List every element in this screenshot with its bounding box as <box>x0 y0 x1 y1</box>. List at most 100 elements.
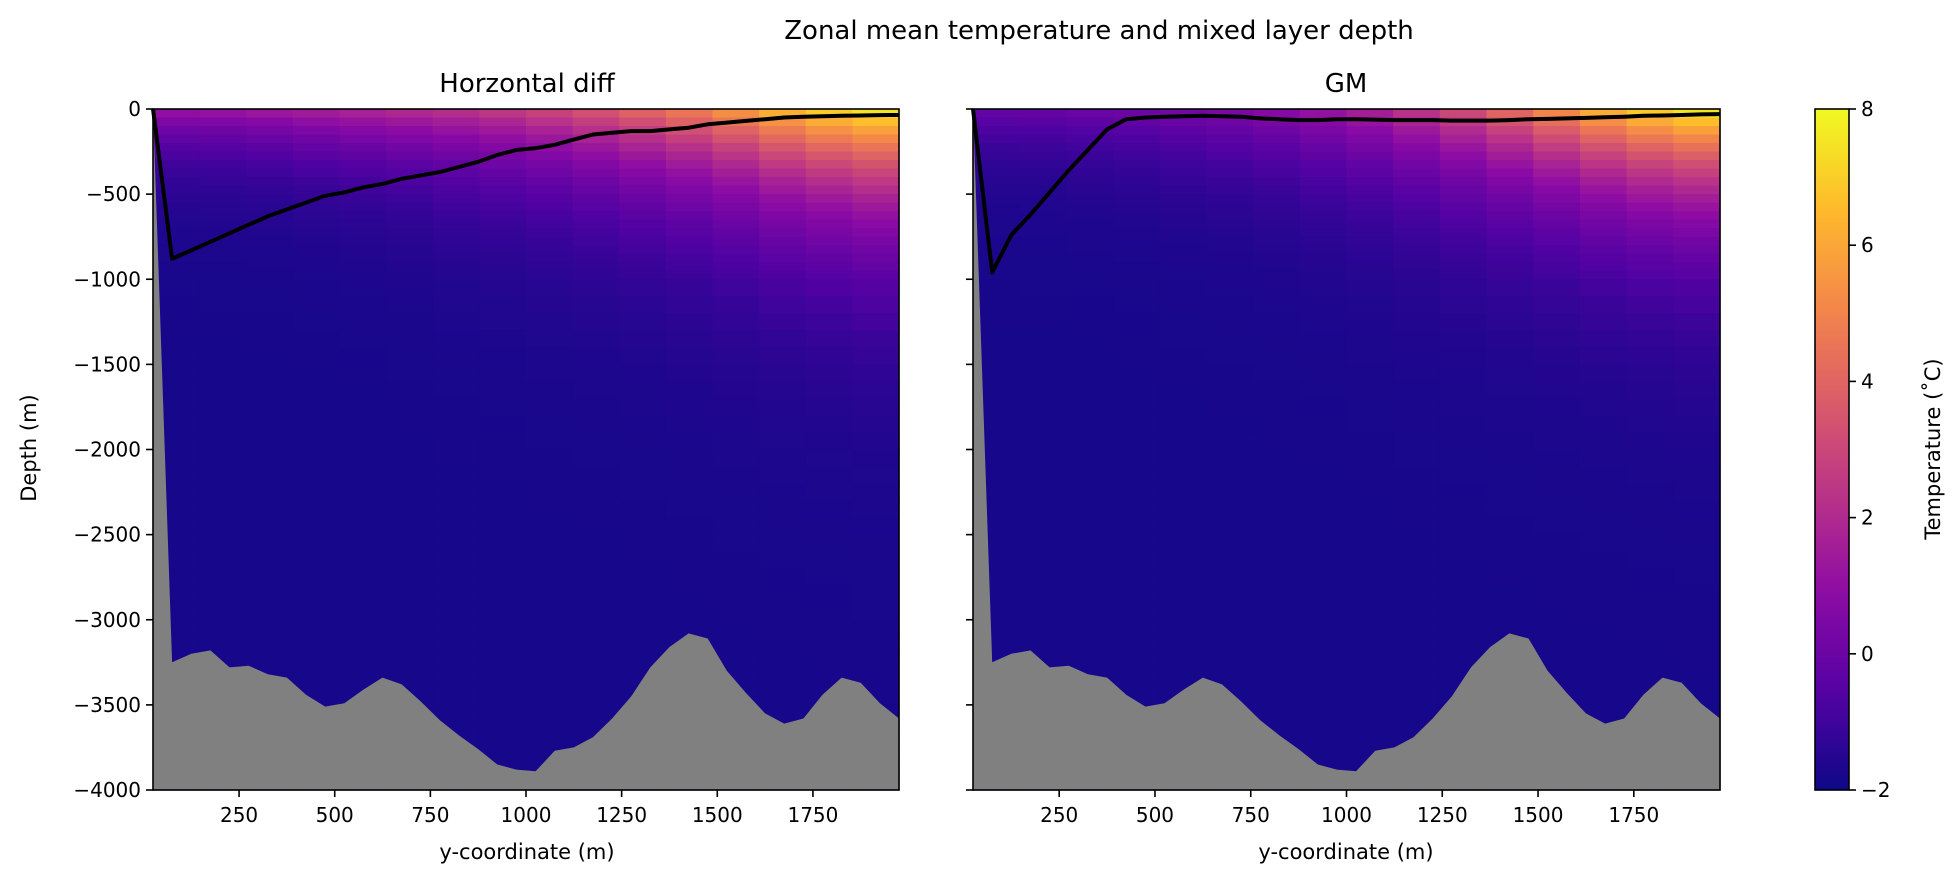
heatmap-cell <box>1393 151 1441 161</box>
heatmap-cell <box>712 177 760 187</box>
heatmap-cell <box>386 168 434 178</box>
heatmap-cell <box>479 253 527 263</box>
heatmap-cell <box>1299 143 1348 153</box>
heatmap-cell <box>973 219 1021 229</box>
heatmap-cell <box>1393 347 1441 365</box>
heatmap-cell <box>292 449 341 468</box>
heatmap-cell <box>339 143 387 153</box>
heatmap-cell <box>339 194 387 204</box>
heatmap-cell <box>1253 117 1301 127</box>
heatmap-cell <box>526 211 574 221</box>
heatmap-cell <box>292 245 341 255</box>
heatmap-cell <box>712 194 760 204</box>
heatmap-cell <box>1346 160 1394 170</box>
heatmap-cell <box>1253 151 1301 161</box>
heatmap-cell <box>852 500 900 519</box>
heatmap-cell <box>1159 151 1208 161</box>
colorbar-frame <box>1814 108 1850 791</box>
heatmap-cell <box>199 364 247 383</box>
heatmap-cell <box>1626 483 1674 502</box>
heatmap-cell <box>712 168 760 178</box>
heatmap-cell <box>1253 228 1301 238</box>
heatmap-cell <box>805 500 853 519</box>
heatmap-cell <box>852 347 900 365</box>
heatmap-cell <box>246 134 294 144</box>
heatmap-cell <box>339 568 387 587</box>
heatmap-cell <box>339 279 387 297</box>
heatmap-cell <box>479 245 527 255</box>
heatmap-cell <box>1206 568 1254 587</box>
heatmap-cell <box>292 415 341 434</box>
heatmap-cell <box>479 500 527 519</box>
heatmap-cell <box>479 194 527 204</box>
heatmap-cell <box>1346 364 1394 383</box>
heatmap-cell <box>1206 245 1254 255</box>
heatmap-cell <box>1439 364 1488 383</box>
heatmap-cell <box>526 449 574 468</box>
x-tick-label: 1500 <box>1513 803 1564 827</box>
heatmap-cell <box>1673 194 1721 204</box>
heatmap-cell <box>619 551 667 570</box>
heatmap-cell <box>1019 636 1067 655</box>
heatmap-cell <box>1533 160 1581 170</box>
heatmap-cell <box>339 211 387 221</box>
heatmap-cell <box>1439 381 1488 400</box>
heatmap-cell <box>665 330 714 348</box>
heatmap-cell <box>1393 687 1441 706</box>
heatmap-cell <box>759 466 807 485</box>
heatmap-cell <box>199 551 247 570</box>
heatmap-cell <box>479 415 527 434</box>
heatmap-cell <box>572 449 620 468</box>
heatmap-cell <box>1626 313 1674 331</box>
heatmap-cell <box>199 347 247 365</box>
heatmap-cell <box>805 483 853 502</box>
heatmap-cell <box>1626 619 1674 638</box>
heatmap-cell <box>1486 126 1534 136</box>
heatmap-cell <box>759 270 807 280</box>
heatmap-cell <box>1159 253 1208 263</box>
heatmap-cell <box>199 585 247 604</box>
heatmap-cell <box>339 160 387 170</box>
heatmap-cell <box>1159 347 1208 365</box>
mixed-layer-depth-line <box>971 108 1721 275</box>
heatmap-cell <box>1159 211 1208 221</box>
heatmap-cell <box>1019 483 1067 502</box>
heatmap-cell <box>386 347 434 365</box>
heatmap-cell <box>712 483 760 502</box>
heatmap-cell <box>1626 415 1674 434</box>
heatmap-cell <box>572 313 620 331</box>
heatmap-cell <box>199 134 247 144</box>
heatmap-cell <box>292 109 341 119</box>
heatmap-cell <box>1626 236 1674 246</box>
heatmap-cell <box>292 160 341 170</box>
heatmap-cell <box>479 330 527 348</box>
heatmap-cell <box>479 517 527 536</box>
heatmap-cell <box>973 228 1021 238</box>
heatmap-cell <box>1299 432 1348 451</box>
heatmap-cell <box>1439 262 1488 272</box>
heatmap-cell <box>973 134 1021 144</box>
heatmap-cell <box>1533 381 1581 400</box>
heatmap-cell <box>479 653 527 672</box>
heatmap-cell <box>1673 177 1721 187</box>
heatmap-cell <box>759 670 807 689</box>
heatmap-cell <box>1019 347 1067 365</box>
heatmap-cell <box>712 551 760 570</box>
heatmap-cell <box>712 160 760 170</box>
heatmap-cell <box>1439 177 1488 187</box>
heatmap-cell <box>432 381 480 400</box>
heatmap-cell <box>526 219 574 229</box>
heatmap-cell <box>1533 500 1581 519</box>
heatmap-cell <box>805 585 853 604</box>
heatmap-cell <box>665 228 714 238</box>
heatmap-cell <box>1486 211 1534 221</box>
heatmap-cell <box>153 381 201 400</box>
heatmap-cell <box>526 245 574 255</box>
heatmap-cell <box>1393 211 1441 221</box>
heatmap-cell <box>1159 279 1208 297</box>
heatmap-cell <box>479 347 527 365</box>
heatmap-cell <box>339 126 387 136</box>
heatmap-cell <box>1393 262 1441 272</box>
heatmap-cell <box>973 185 1021 195</box>
heatmap-cell <box>1253 313 1301 331</box>
